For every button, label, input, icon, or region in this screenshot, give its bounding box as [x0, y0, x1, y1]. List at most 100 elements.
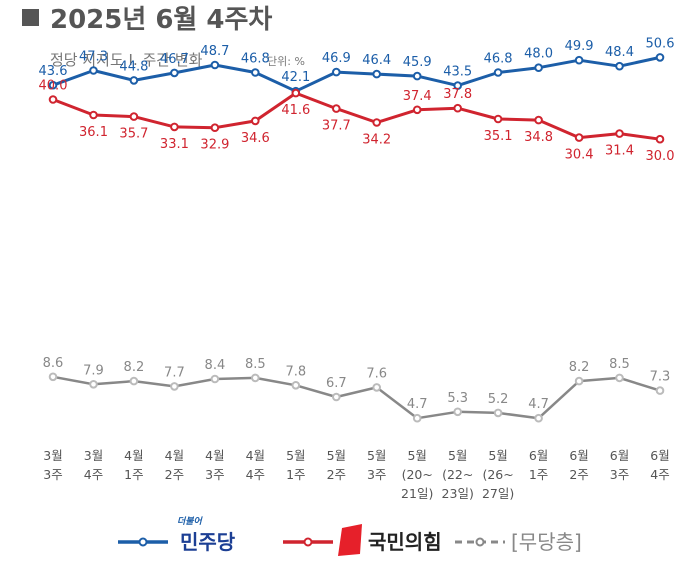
- x-tick-label: 6월 4주: [650, 448, 669, 482]
- data-label-minjoo: 50.6: [646, 36, 675, 51]
- data-label-ppp: 30.4: [565, 148, 594, 163]
- data-point-minjoo: [210, 60, 220, 70]
- data-point-ppp: [574, 133, 584, 142]
- data-label-ppp: 35.7: [119, 127, 148, 142]
- data-label-independent: 8.6: [43, 356, 64, 371]
- data-point-minjoo: [574, 55, 584, 65]
- data-point-ppp: [332, 104, 341, 113]
- legend-item-independent[interactable]: [무당층]: [455, 530, 582, 554]
- data-point-independent: [170, 382, 179, 391]
- data-point-ppp: [412, 105, 422, 115]
- data-label-ppp: 34.8: [524, 130, 553, 145]
- data-label-independent: 4.7: [528, 397, 549, 412]
- data-label-ppp: 33.1: [160, 137, 189, 152]
- data-point-independent: [493, 408, 503, 418]
- legend-label-independent: [무당층]: [511, 530, 582, 554]
- legend-marker-minjoo: [138, 537, 148, 547]
- data-point-minjoo: [534, 63, 543, 72]
- data-label-ppp: 37.4: [403, 89, 432, 104]
- x-tick-label: 6월 2주: [569, 448, 588, 482]
- data-label-independent: 8.2: [569, 360, 590, 375]
- data-label-ppp: 37.8: [443, 87, 472, 102]
- data-point-independent: [655, 386, 665, 395]
- data-point-independent: [534, 413, 543, 423]
- data-label-independent: 7.9: [83, 363, 104, 378]
- data-label-minjoo: 46.4: [362, 53, 391, 68]
- data-point-independent: [453, 407, 463, 417]
- data-point-ppp: [251, 116, 260, 126]
- x-tick-label: 5월 3주: [367, 448, 386, 482]
- data-point-independent: [89, 380, 98, 389]
- data-label-minjoo: 46.7: [160, 52, 189, 67]
- data-label-minjoo: 49.9: [565, 39, 594, 54]
- page-title: 2025년 6월 4주차: [50, 5, 272, 35]
- data-label-independent: 4.7: [407, 397, 428, 412]
- data-point-minjoo: [655, 53, 665, 62]
- legend-item-minjoo[interactable]: 더불어 민주당: [118, 516, 236, 554]
- x-tick-label: 6월 3주: [610, 448, 629, 482]
- data-label-independent: 7.6: [366, 366, 387, 381]
- data-label-independent: 8.4: [205, 358, 226, 373]
- x-tick-label: 5월 (26~ 27일): [482, 448, 514, 501]
- series-line-ppp: [52, 91, 661, 141]
- x-tick-label: 4월 1주: [124, 448, 143, 482]
- x-axis-ticks: 3월 3주 3월 4주 4월 1주 4월 2주 4월 3주 4월 4주 5월 1주 5월 2주 5월 3주 5월 (2…: [43, 448, 669, 501]
- data-point-ppp: [615, 129, 624, 138]
- data-label-minjoo: 46.9: [322, 51, 351, 66]
- data-point-ppp: [493, 114, 503, 124]
- legend: 더불어 민주당 국민의힘 [무당층]: [118, 516, 582, 556]
- data-point-independent: [574, 376, 584, 386]
- legend-item-ppp[interactable]: 국민의힘: [283, 524, 442, 556]
- data-label-minjoo: 45.9: [403, 55, 432, 70]
- data-label-independent: 5.2: [488, 392, 509, 407]
- x-tick-label: 5월 2주: [327, 448, 346, 482]
- series-line-minjoo: [52, 55, 661, 93]
- data-label-minjoo: 43.5: [443, 65, 472, 80]
- data-label-minjoo: 48.0: [524, 47, 553, 62]
- data-label-minjoo: 48.4: [605, 45, 634, 60]
- data-label-independent: 5.3: [447, 391, 468, 406]
- data-label-independent: 6.7: [326, 376, 347, 391]
- title-marker: [22, 9, 39, 26]
- series-layer: [48, 53, 665, 423]
- data-label-ppp: 37.7: [322, 119, 351, 134]
- data-label-independent: 8.5: [245, 357, 266, 372]
- data-point-ppp: [129, 112, 139, 121]
- series-line-independent: [52, 375, 661, 420]
- data-label-minjoo: 43.6: [39, 64, 68, 79]
- data-point-independent: [291, 381, 301, 390]
- chart-subtitle: 정당 지지도 Ⅰ. 주간 변화: [50, 51, 203, 69]
- data-point-ppp: [372, 118, 382, 127]
- data-label-ppp: 32.9: [200, 138, 229, 153]
- data-label-minjoo: 46.8: [241, 52, 270, 67]
- x-tick-label: 4월 3주: [205, 448, 224, 482]
- data-point-minjoo: [453, 81, 463, 90]
- data-label-ppp: 40.0: [39, 79, 68, 94]
- data-point-minjoo: [615, 61, 624, 71]
- data-point-independent: [129, 376, 139, 386]
- data-label-ppp: 31.4: [605, 144, 634, 159]
- data-label-ppp: 30.0: [646, 149, 675, 164]
- legend-marker-independent: [475, 537, 485, 547]
- data-point-minjoo: [89, 66, 98, 75]
- x-tick-label: 3월 4주: [84, 448, 103, 482]
- data-point-minjoo: [170, 68, 179, 78]
- data-point-ppp: [210, 123, 220, 132]
- data-label-minjoo: 46.8: [484, 52, 513, 67]
- data-label-ppp: 36.1: [79, 125, 108, 140]
- x-tick-label: 5월 1주: [286, 448, 305, 482]
- data-point-independent: [48, 372, 58, 382]
- data-point-ppp: [655, 134, 665, 144]
- legend-label-minjoo: 민주당: [180, 530, 236, 554]
- data-label-independent: 8.2: [124, 360, 145, 375]
- data-label-minjoo: 48.7: [200, 44, 229, 59]
- x-tick-label: 4월 2주: [165, 448, 184, 482]
- data-label-minjoo: 44.8: [119, 59, 148, 74]
- data-label-independent: 8.5: [609, 357, 630, 372]
- data-point-minjoo: [412, 71, 422, 81]
- data-point-minjoo: [372, 69, 382, 79]
- data-label-ppp: 41.6: [281, 103, 310, 118]
- data-labels-layer: 43.6 47.3 44.8 46.7 48.7 46.8 42.1 46.9 46.4 45.9…: [39, 36, 675, 412]
- x-tick-label: 5월 (20~ 21일): [401, 448, 433, 501]
- data-point-ppp: [453, 103, 463, 113]
